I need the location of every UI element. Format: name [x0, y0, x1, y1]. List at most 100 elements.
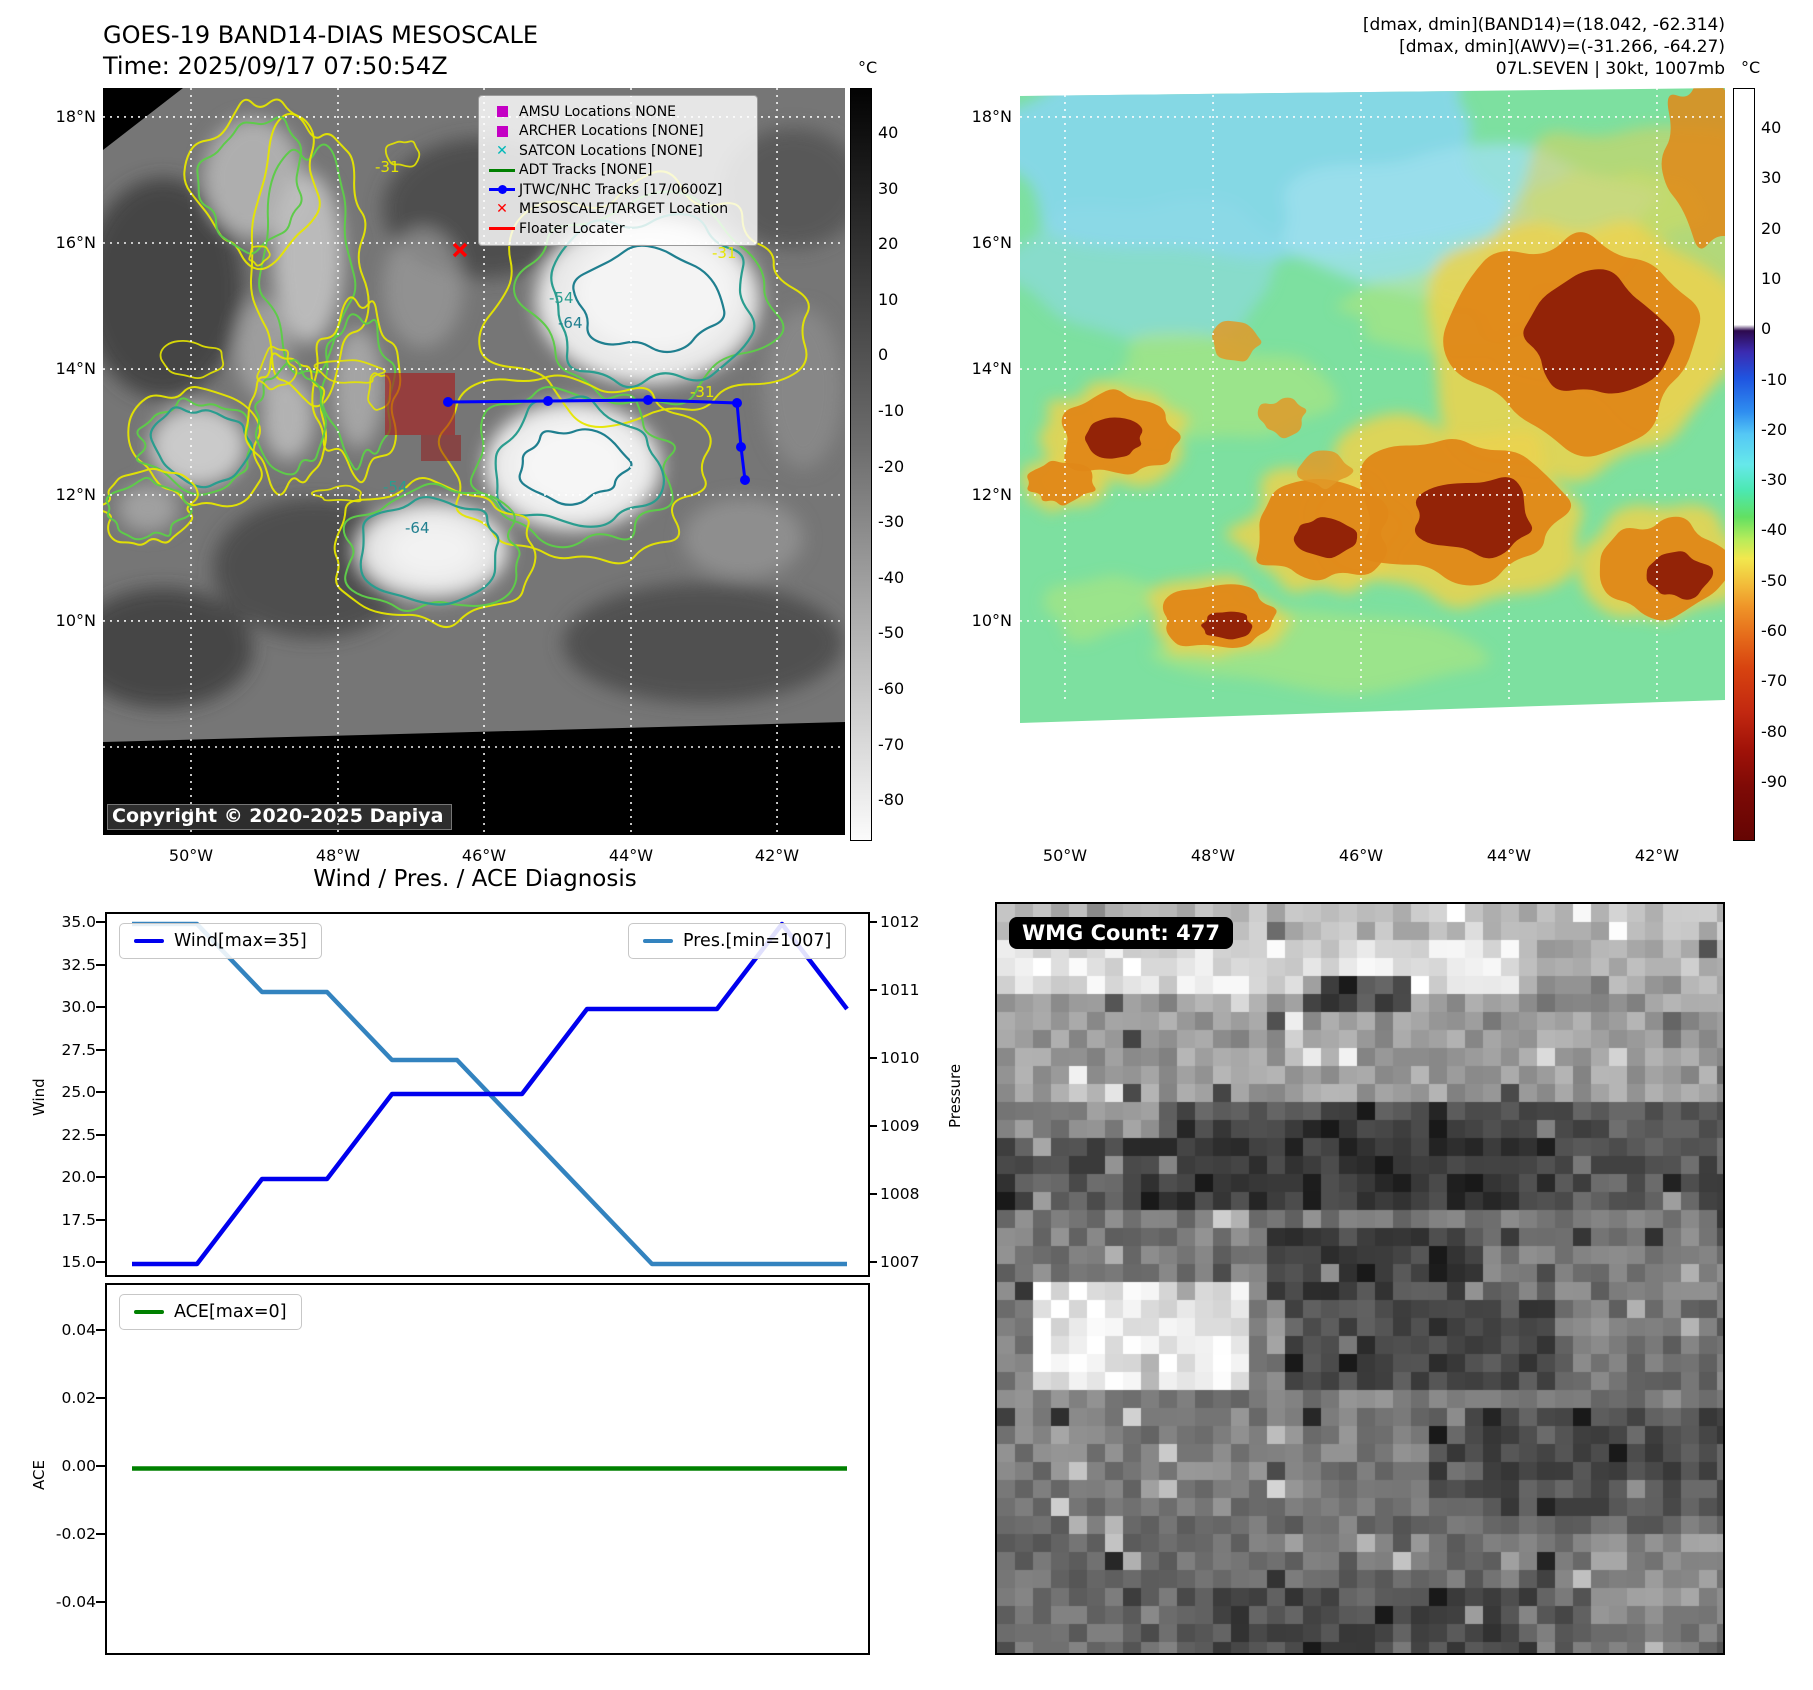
legend-item-label: MESOSCALE/TARGET Location — [519, 201, 729, 218]
awv-lat-tick: 14°N — [971, 359, 1012, 378]
tick-mark — [96, 1048, 105, 1051]
line-marker-icon — [485, 168, 519, 172]
tick-mark — [868, 1057, 877, 1059]
wmg-count-badge: WMG Count: 477 — [1009, 917, 1233, 949]
awv-lat-tick: 18°N — [971, 107, 1012, 126]
band14-lat-tick: 14°N — [55, 359, 96, 378]
legend-item: ARCHER Locations [NONE] — [485, 122, 749, 142]
ace-y-tick: -0.02 — [55, 1525, 96, 1543]
svg-text:-64: -64 — [405, 519, 430, 537]
awv-lon-tick: 48°W — [1190, 846, 1236, 865]
tick-mark — [96, 921, 105, 923]
band14-lon-tick: 44°W — [608, 846, 654, 865]
ace-y-tick: -0.04 — [55, 1593, 96, 1611]
legend-item: ✕ MESOSCALE/TARGET Location — [485, 200, 749, 220]
wind-pressure-lines — [132, 921, 849, 1267]
legend-item-label: ARCHER Locations [NONE] — [519, 123, 704, 140]
awv-colorbar-tick: -90 — [1761, 771, 1788, 791]
awv-color-map — [1020, 88, 1725, 835]
legend-item: ✕ SATCON Locations [NONE] — [485, 141, 749, 161]
pressure-legend-label: Pres.[min=1007] — [683, 931, 832, 951]
panel2-annotations: [dmax, dmin](BAND14)=(18.042, -62.314) [… — [1363, 14, 1725, 80]
wind-line-swatch — [134, 938, 164, 944]
awv-colorbar-tick: 0 — [1761, 319, 1772, 339]
legend-item-label: SATCON Locations [NONE] — [519, 142, 703, 159]
pressure-y-tick: 1007 — [880, 1253, 920, 1271]
wmg-pixel-image — [997, 904, 1723, 1653]
tick-mark — [868, 1193, 877, 1195]
tick-mark — [96, 1006, 105, 1008]
awv-colorbar-unit: °C — [1741, 58, 1761, 77]
band14-colorbar-tick: -30 — [878, 512, 905, 532]
awv-colorbar — [1733, 88, 1755, 841]
x-marker-icon: ✕ — [496, 142, 508, 159]
wmg-panel: WMG Count: 477 — [995, 902, 1725, 1655]
awv-colorbar-tick: -20 — [1761, 419, 1788, 439]
tick-mark — [868, 1261, 877, 1263]
square-marker-icon — [485, 106, 519, 118]
legend-item: AMSU Locations NONE — [485, 102, 749, 122]
awv-colorbar-tick: -40 — [1761, 520, 1788, 540]
band14-colorbar-tick: 10 — [878, 289, 899, 309]
ace-y-tick: 0.02 — [61, 1389, 96, 1407]
tick-mark — [96, 1397, 105, 1399]
tick-mark — [96, 1133, 105, 1136]
awv-lon-tick: 44°W — [1486, 846, 1532, 865]
ace-legend: ACE[max=0] — [119, 1294, 302, 1330]
wind-y-tick: 32.5 — [61, 955, 96, 974]
awv-colorbar-tick: 10 — [1761, 268, 1782, 288]
band14-colorbar-tick: -60 — [878, 679, 905, 698]
band14-colorbar — [850, 88, 872, 841]
pressure-y-tick: 1012 — [880, 913, 920, 931]
wind-y-tick: 30.0 — [61, 998, 96, 1016]
awv-lat-tick: 12°N — [971, 485, 1012, 504]
diagnosis-chart-title: Wind / Pres. / ACE Diagnosis — [313, 866, 637, 892]
ace-line-swatch — [134, 1309, 164, 1315]
wind-y-tick: 35.0 — [61, 913, 96, 931]
band14-colorbar-unit: °C — [858, 58, 878, 77]
svg-text:-54: -54 — [383, 478, 408, 496]
tick-mark — [96, 1601, 105, 1603]
pressure-axis-label: Pressure — [946, 1063, 964, 1128]
ace-y-tick: 0.04 — [61, 1321, 96, 1339]
tick-mark — [96, 1533, 105, 1535]
band14-lat-tick: 12°N — [55, 485, 96, 504]
storm-id-intensity: 07L.SEVEN | 30kt, 1007mb — [1495, 59, 1725, 79]
ace-plot: ACE[max=0] — [105, 1283, 870, 1655]
line-marker-icon — [485, 227, 519, 231]
awv-colorbar-tick: -30 — [1761, 470, 1788, 490]
awv-colorbar-tick: 30 — [1761, 168, 1782, 188]
band14-lat-tick: 16°N — [55, 233, 96, 252]
legend-item: ADT Tracks [NONE] — [485, 161, 749, 181]
pressure-line-swatch — [643, 938, 673, 944]
tick-mark — [868, 989, 877, 991]
band14-lat-tick: 18°N — [55, 107, 96, 126]
awv-lon-tick: 46°W — [1338, 846, 1384, 865]
band14-colorbar-tick: -10 — [878, 401, 905, 420]
x-marker-icon: ✕ — [496, 201, 508, 218]
square-marker-icon — [485, 125, 519, 137]
svg-text:-64: -64 — [558, 314, 583, 332]
pressure-y-tick: 1011 — [880, 981, 920, 999]
awv-colorbar-tick: 20 — [1761, 218, 1782, 238]
wind-y-tick: 17.5 — [61, 1210, 96, 1229]
legend-item-label: Floater Locater — [519, 220, 625, 237]
svg-text:-31: -31 — [690, 383, 715, 401]
band14-colorbar-tick: -50 — [878, 623, 905, 643]
awv-lon-tick: 50°W — [1042, 846, 1088, 865]
timestamp: Time: 2025/09/17 07:50:54Z — [103, 52, 448, 80]
awv-lat-tick: 10°N — [971, 611, 1012, 630]
ace-line — [132, 1466, 847, 1471]
copyright-label: Copyright © 2020-2025 Dapiya — [107, 804, 453, 830]
wind-legend: Wind[max=35] — [119, 923, 322, 959]
legend-item-label: AMSU Locations NONE — [519, 103, 677, 120]
pressure-y-tick: 1009 — [880, 1117, 920, 1135]
tick-mark — [96, 1261, 105, 1263]
svg-text:-31: -31 — [712, 244, 737, 262]
tick-mark — [868, 1125, 877, 1127]
wind-pressure-plot: Wind[max=35] Pres.[min=1007] — [105, 912, 870, 1277]
legend-item: Floater Locater — [485, 219, 749, 239]
band14-colorbar-tick: -70 — [878, 734, 905, 754]
band14-colorbar-tick: 0 — [878, 345, 889, 365]
legend-item-label: JTWC/NHC Tracks [17/0600Z] — [519, 181, 723, 198]
